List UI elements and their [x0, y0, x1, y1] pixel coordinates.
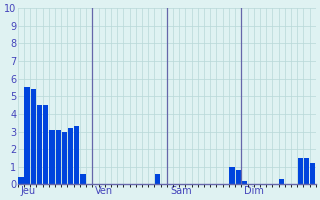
- Bar: [56, 130, 61, 184]
- Bar: [80, 174, 86, 184]
- Bar: [31, 89, 36, 184]
- Bar: [49, 130, 55, 184]
- Bar: [18, 177, 24, 184]
- Bar: [155, 174, 160, 184]
- Bar: [279, 179, 284, 184]
- Bar: [310, 163, 316, 184]
- Bar: [25, 87, 30, 184]
- Bar: [298, 158, 303, 184]
- Bar: [62, 132, 67, 184]
- Bar: [236, 170, 241, 184]
- Bar: [229, 167, 235, 184]
- Bar: [43, 105, 48, 184]
- Bar: [68, 128, 73, 184]
- Bar: [242, 181, 247, 184]
- Bar: [74, 126, 79, 184]
- Bar: [37, 105, 42, 184]
- Bar: [304, 158, 309, 184]
